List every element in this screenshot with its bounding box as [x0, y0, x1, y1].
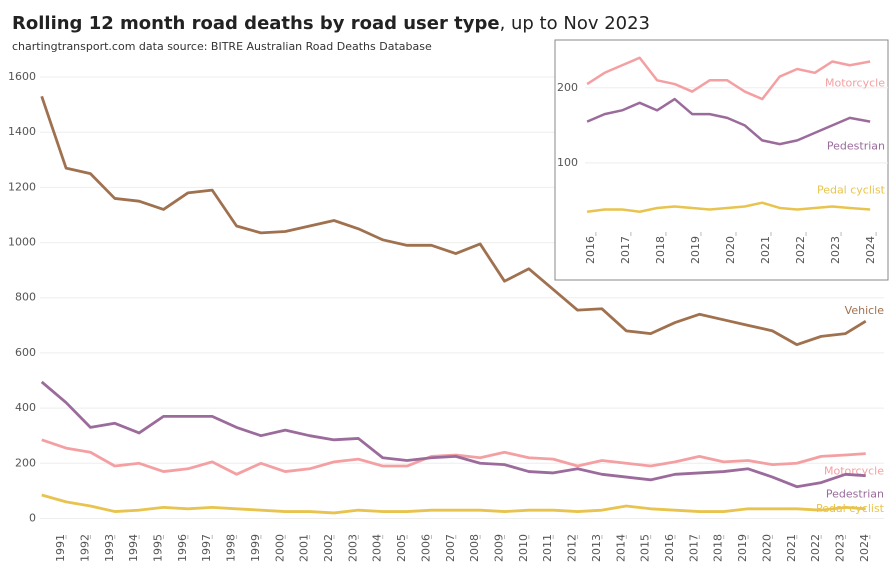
- x-tick-label: 2022: [794, 236, 807, 264]
- series-label: Motorcycle: [825, 77, 885, 90]
- x-tick-label: 2000: [273, 534, 286, 562]
- x-tick-label: 2023: [834, 534, 847, 562]
- x-tick-label: 2020: [724, 236, 737, 264]
- series-label: Pedestrian: [826, 488, 884, 501]
- x-tick-label: 2018: [712, 534, 725, 562]
- x-tick-label: 2016: [663, 534, 676, 562]
- title-main: Rolling 12 month road deaths by road use…: [12, 13, 500, 34]
- main-plot: 0 200 400 600 800 1000 1200 1400 1600 1991 1992 199…: [8, 70, 885, 562]
- y-tick-label: 400: [15, 401, 36, 414]
- x-tick-label: 1994: [127, 534, 140, 562]
- x-tick-label: 1999: [249, 534, 262, 562]
- x-tick-label: 2004: [371, 534, 384, 562]
- chart-title: Rolling 12 month road deaths by road use…: [12, 13, 650, 34]
- x-tick-label: 2017: [619, 236, 632, 264]
- x-tick-label: 2002: [322, 534, 335, 562]
- x-tick-label: 2024: [858, 534, 871, 562]
- x-tick-label: 2009: [493, 534, 506, 562]
- title-suffix: , up to Nov 2023: [500, 13, 650, 34]
- y-tick-label: 0: [29, 511, 36, 524]
- y-tick-label: 800: [15, 291, 36, 304]
- y-tick-label: 600: [15, 346, 36, 359]
- x-tick-label: 2006: [419, 534, 432, 562]
- x-tick-label: 2010: [517, 534, 530, 562]
- series-line: [41, 493, 866, 515]
- x-tick-label: 2007: [444, 534, 457, 562]
- x-tick-label: 2005: [395, 534, 408, 562]
- series-label: Vehicle: [845, 304, 885, 317]
- series-line: [40, 380, 866, 489]
- x-tick-label: 2020: [760, 534, 773, 562]
- y-tick-label: 200: [557, 81, 578, 94]
- x-tick-label: 2017: [687, 534, 700, 562]
- x-tick-label: 1998: [225, 534, 238, 562]
- x-tick-label: 2015: [639, 534, 652, 562]
- x-tick-label: 2023: [829, 236, 842, 264]
- x-tick-label: 2018: [654, 236, 667, 264]
- x-tick-label: 2021: [785, 534, 798, 562]
- series-label: Pedal cyclist: [817, 183, 886, 196]
- y-tick-label: 100: [557, 156, 578, 169]
- series-label: Pedestrian: [827, 140, 885, 153]
- x-tick-label: 2021: [759, 236, 772, 264]
- x-tick-label: 2008: [468, 534, 481, 562]
- series-label: Pedal cyclist: [816, 502, 885, 515]
- x-tick-label: 1993: [103, 534, 116, 562]
- x-tick-label: 1996: [176, 534, 189, 562]
- y-tick-label: 200: [15, 456, 36, 469]
- x-tick-label: 2003: [346, 534, 359, 562]
- source: chartingtransport.com data source: BITRE…: [12, 40, 432, 53]
- y-tick-label: 1400: [8, 125, 36, 138]
- y-tick-label: 1600: [8, 70, 36, 83]
- x-tick-label: 2022: [809, 534, 822, 562]
- series-line: [586, 201, 871, 213]
- x-tick-label: 2016: [584, 236, 597, 264]
- y-tick-label: 1200: [8, 180, 36, 193]
- series-label: Motorcycle: [824, 465, 884, 478]
- series-line: [586, 97, 871, 146]
- x-tick-label: 2011: [541, 534, 554, 562]
- x-tick-label: 1995: [151, 534, 164, 562]
- y-tick-label: 1000: [8, 236, 36, 249]
- x-tick-label: 1991: [54, 534, 67, 562]
- inset-plot: 100 200 2016 2017 2018 2019 2020 2021 2022 2023 20…: [557, 56, 888, 264]
- x-tick-label: 2012: [566, 534, 579, 562]
- series-line: [586, 56, 871, 101]
- series-line: [40, 95, 867, 347]
- x-tick-label: 2024: [864, 236, 877, 264]
- x-tick-label: 2013: [590, 534, 603, 562]
- x-tick-label: 1992: [78, 534, 91, 562]
- x-tick-label: 1997: [200, 534, 213, 562]
- x-tick-label: 2001: [298, 534, 311, 562]
- x-tick-label: 2014: [614, 534, 627, 562]
- x-tick-label: 2019: [736, 534, 749, 562]
- x-tick-label: 2019: [689, 236, 702, 264]
